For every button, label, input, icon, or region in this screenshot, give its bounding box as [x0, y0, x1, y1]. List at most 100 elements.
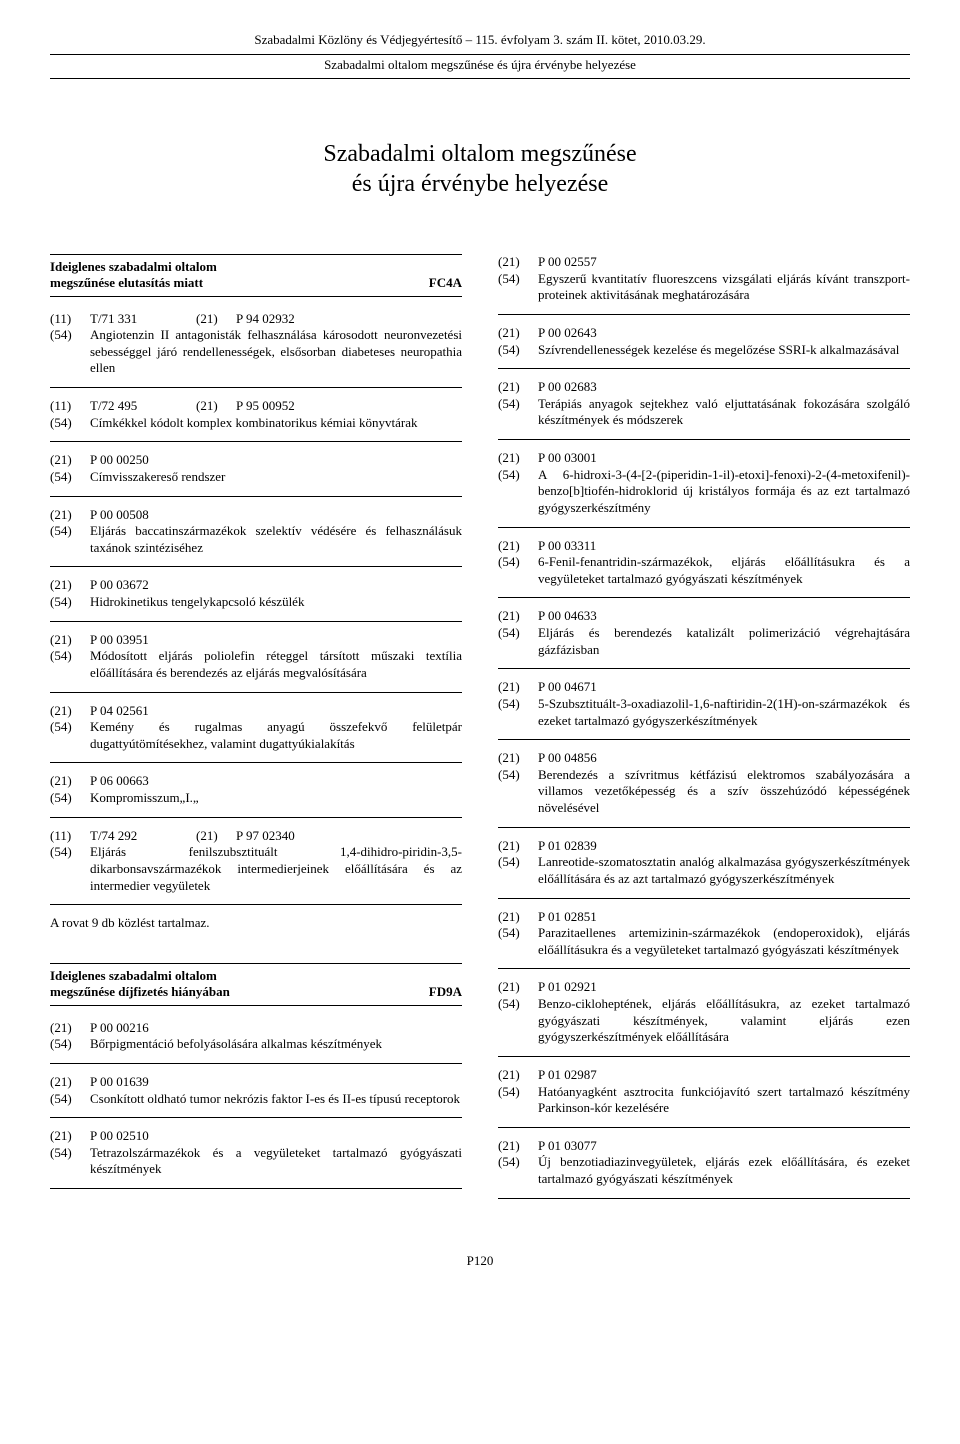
field-text: P 01 02851 — [538, 909, 910, 926]
field-text: Eljárás baccatinszármazékok szelektív vé… — [90, 523, 462, 556]
entry: (11)T/71 331(21)P 94 02932(54)Angiotenzi… — [50, 311, 462, 389]
field-code: (11) — [50, 311, 84, 328]
entry: (21)P 00 00250(54)Címvisszakereső rendsz… — [50, 452, 462, 496]
field-text: Terápiás anyagok sejtekhez való eljuttat… — [538, 396, 910, 429]
entry-line: (54)Tetrazolszármazékok és a vegyületeke… — [50, 1145, 462, 1178]
page: Szabadalmi Közlöny és Védjegyértesítő – … — [0, 0, 960, 1309]
entry-line: (21) P 00 03672 — [50, 577, 462, 594]
entry-line: (54)A 6-hidroxi-3-(4-[2-(piperidin-1-il)… — [498, 467, 910, 517]
field-code: (54) — [498, 396, 532, 429]
entry-line: (54)6-Fenil-fenantridin-származékok, elj… — [498, 554, 910, 587]
field-text: Berendezés a szívritmus kétfázisú elektr… — [538, 767, 910, 817]
entry: (11) T/74 292 (21) P 97 02340 (54)Eljárás fe… — [50, 828, 462, 906]
entry-line: (54)Módosított eljárás poliolefin rétegg… — [50, 648, 462, 681]
right-column: (21)P 00 02557(54)Egyszerű kvantitatív f… — [498, 254, 910, 1209]
section-code: FD9A — [429, 984, 462, 1000]
field-code: (11) — [50, 398, 84, 415]
field-code: (21) — [196, 398, 230, 415]
field-code: (54) — [50, 1036, 84, 1053]
field-code: (54) — [498, 554, 532, 587]
entry-line: (54)Berendezés a szívritmus kétfázisú el… — [498, 767, 910, 817]
page-header: Szabadalmi Közlöny és Védjegyértesítő – … — [50, 30, 910, 79]
field-text: P 01 02839 — [538, 838, 910, 855]
header-line-1: Szabadalmi Közlöny és Védjegyértesítő – … — [50, 30, 910, 50]
field-code: (54) — [50, 523, 84, 556]
field-value: P 95 00952 — [236, 398, 462, 415]
field-code: (54) — [50, 415, 84, 432]
field-code: (54) — [498, 854, 532, 887]
field-code: (21) — [498, 254, 532, 271]
entry: (21)P 00 04671(54)5-Szubsztituált-3-oxad… — [498, 679, 910, 740]
entry-line: (21)P 01 02921 — [498, 979, 910, 996]
field-value: T/71 331 — [90, 311, 190, 328]
field-text: P 04 02561 — [90, 703, 462, 720]
field-text: Csonkított oldható tumor nekrózis faktor… — [90, 1091, 462, 1108]
entry-line: (21) P 00 00216 — [50, 1020, 462, 1037]
entry: (21)P 01 02851(54)Parazitaellenes artemi… — [498, 909, 910, 970]
field-code: (54) — [498, 342, 532, 359]
field-text: Címvisszakereső rendszer — [90, 469, 462, 486]
field-text: P 00 02557 — [538, 254, 910, 271]
entry: (21)P 00 02683(54)Terápiás anyagok sejte… — [498, 379, 910, 440]
field-text: P 01 02987 — [538, 1067, 910, 1084]
field-code: (54) — [498, 271, 532, 304]
field-value: T/74 292 — [90, 828, 190, 845]
main-title: Szabadalmi oltalom megszűnése és újra ér… — [50, 139, 910, 199]
field-code: (21) — [498, 679, 532, 696]
entry-line: (21)P 00 01639 — [50, 1074, 462, 1091]
field-text: Hatóanyagként asztrocita funkciójavító s… — [538, 1084, 910, 1117]
entry-line: (54)Címkékkel kódolt komplex kombinatori… — [50, 415, 462, 432]
field-text: P 01 03077 — [538, 1138, 910, 1155]
field-code: (21) — [498, 325, 532, 342]
entry-line: (54)Eljárás baccatinszármazékok szelektí… — [50, 523, 462, 556]
field-value: P 97 02340 — [236, 828, 462, 845]
field-code: (54) — [50, 327, 84, 377]
entry-line: (54)Lanreotide-szomatosztatin analóg alk… — [498, 854, 910, 887]
field-code: (54) — [498, 1084, 532, 1117]
entry-line: (21)P 00 04633 — [498, 608, 910, 625]
field-code: (21) — [50, 1020, 84, 1037]
field-text: Kompromisszum„I.„ — [90, 790, 462, 807]
field-text: P 00 00216 — [90, 1020, 462, 1037]
entry: (21)P 00 00508(54)Eljárás baccatinszárma… — [50, 507, 462, 568]
entry-triple-line: (11)T/71 331(21)P 94 02932 — [50, 311, 462, 328]
entry-line: (21)P 06 00663 — [50, 773, 462, 790]
header-rule-2 — [50, 78, 910, 79]
entry-line: (54)Csonkított oldható tumor nekrózis fa… — [50, 1091, 462, 1108]
entry: (21)P 00 00216(54)Bőrpigmentáció befolyá… — [50, 1020, 462, 1064]
field-text: P 00 01639 — [90, 1074, 462, 1091]
rovat-note: A rovat 9 db közlést tartalmaz. — [50, 915, 462, 931]
entry-line: (54)Kompromisszum„I.„ — [50, 790, 462, 807]
entry-line: (54)Benzo-cikloheptének, eljárás előállí… — [498, 996, 910, 1046]
section-code: FC4A — [429, 275, 462, 291]
field-code: (54) — [50, 844, 84, 894]
field-code: (21) — [196, 828, 230, 845]
field-code: (54) — [498, 767, 532, 817]
entry-line: (21)P 00 03951 — [50, 632, 462, 649]
field-code: (54) — [50, 648, 84, 681]
entry: (21)P 01 02921(54)Benzo-cikloheptének, e… — [498, 979, 910, 1057]
entry-triple-line: (11) T/74 292 (21) P 97 02340 — [50, 828, 462, 845]
entry: (21)P 00 01639(54)Csonkított oldható tum… — [50, 1074, 462, 1118]
field-text: Benzo-cikloheptének, eljárás előállításu… — [538, 996, 910, 1046]
field-code: (54) — [498, 625, 532, 658]
entry: (21)P 01 03077(54)Új benzotiadiazinvegyü… — [498, 1138, 910, 1199]
field-code: (21) — [498, 838, 532, 855]
field-text: P 00 02683 — [538, 379, 910, 396]
field-text: P 00 02643 — [538, 325, 910, 342]
field-text: Tetrazolszármazékok és a vegyületeket ta… — [90, 1145, 462, 1178]
header-line-2: Szabadalmi oltalom megszűnése és újra ér… — [50, 55, 910, 75]
field-text: P 00 03672 — [90, 577, 462, 594]
field-code: (54) — [498, 925, 532, 958]
field-text: Eljárás fenilszubsztituált 1,4-dihidro-p… — [90, 844, 462, 894]
left-column: Ideiglenes szabadalmi oltalom megszűnése… — [50, 254, 462, 1209]
left-entries-b: (21)P 00 00216(54)Bőrpigmentáció befolyá… — [50, 1020, 462, 1189]
field-code: (11) — [50, 828, 84, 845]
entry-line: (54)Hatóanyagként asztrocita funkciójaví… — [498, 1084, 910, 1117]
field-text: P 06 00663 — [90, 773, 462, 790]
field-text: 5-Szubsztituált-3-oxadiazolil-1,6-naftir… — [538, 696, 910, 729]
field-text: Parazitaellenes artemizinin-származékok … — [538, 925, 910, 958]
field-code: (54) — [498, 467, 532, 517]
entry-line: (54)Címvisszakereső rendszer — [50, 469, 462, 486]
field-code: (21) — [50, 577, 84, 594]
